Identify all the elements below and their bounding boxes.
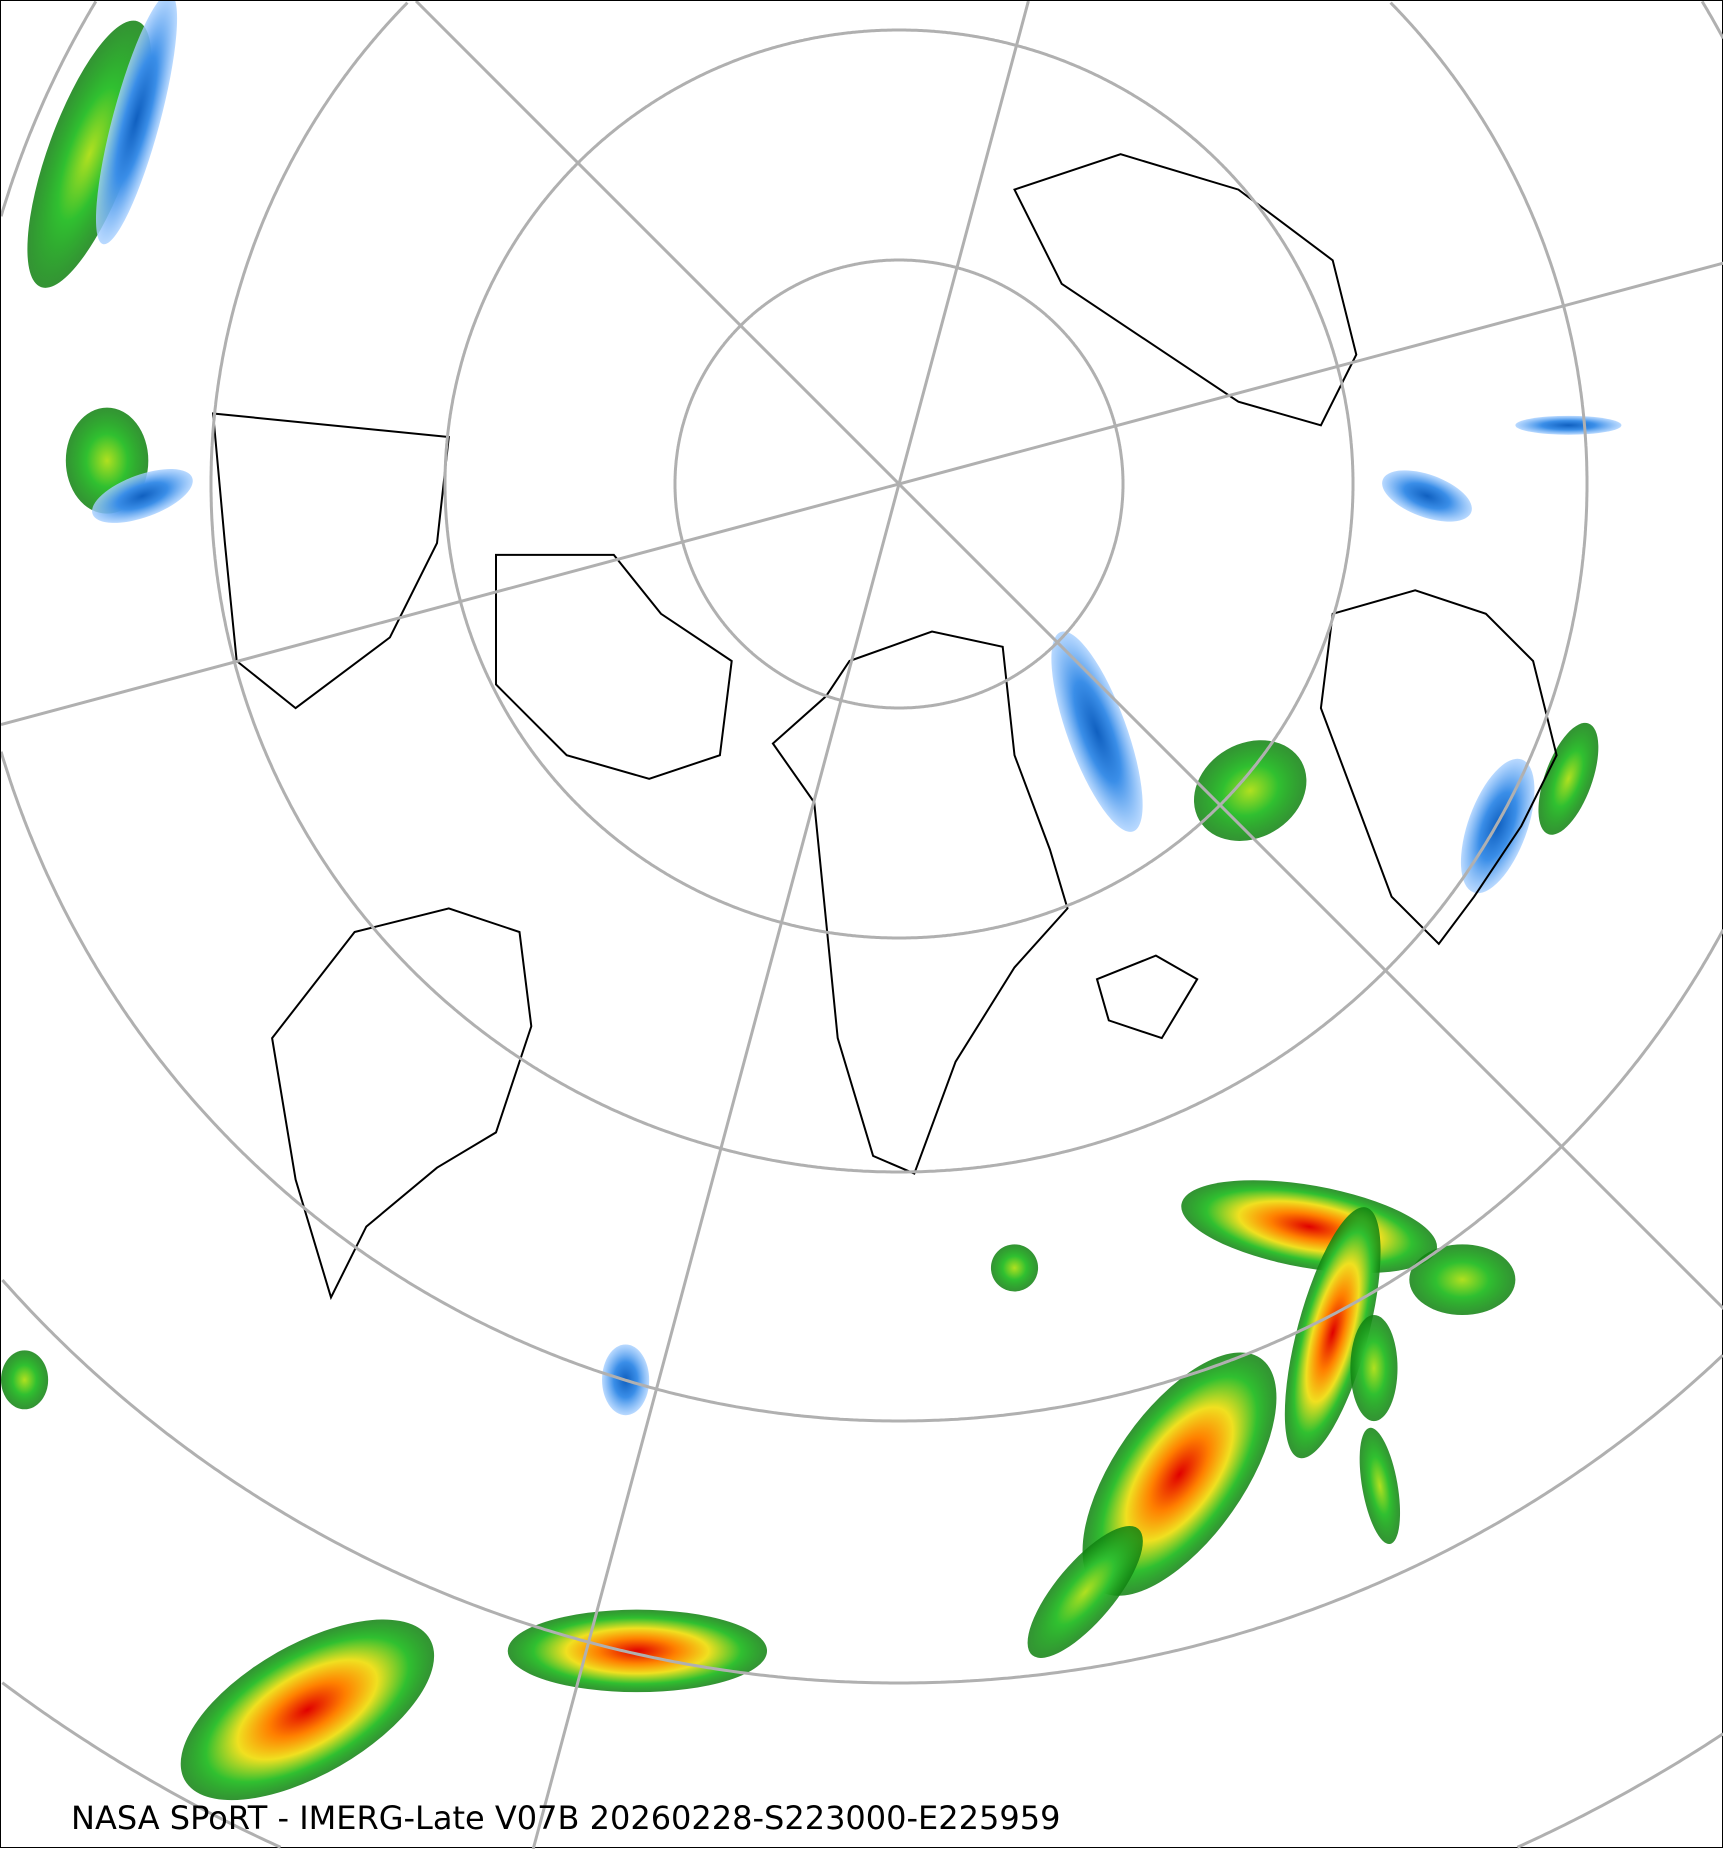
coastline bbox=[211, 412, 450, 710]
latitude-circle bbox=[673, 258, 1125, 710]
precipitation-area bbox=[1051, 631, 1143, 832]
precipitation-area bbox=[1284, 1207, 1381, 1459]
meridian-line bbox=[414, 1, 1723, 1311]
precipitation-area bbox=[1350, 1315, 1398, 1422]
latitude-circle bbox=[1, 1, 1723, 1423]
precipitation-area bbox=[95, 1, 178, 245]
map-caption: NASA SPoRT - IMERG-Late V07B 20260228-S2… bbox=[71, 1799, 1061, 1837]
coastline-layer bbox=[211, 153, 1558, 1301]
precipitation-area bbox=[1515, 415, 1622, 435]
coastline bbox=[1095, 954, 1199, 1040]
coastline bbox=[1013, 153, 1358, 427]
coastline bbox=[1319, 589, 1558, 946]
precipitation-area bbox=[1027, 1526, 1143, 1658]
precipitation-area bbox=[1193, 740, 1307, 841]
precipitation-area bbox=[180, 1619, 435, 1801]
precipitation-area bbox=[990, 1244, 1039, 1292]
precipitation-area bbox=[1409, 1244, 1516, 1316]
precipitation-area bbox=[92, 469, 193, 523]
precipitation-area bbox=[1359, 1427, 1401, 1545]
coastline bbox=[495, 553, 733, 780]
meridian-line bbox=[531, 1, 1030, 1849]
precipitation-area bbox=[1181, 1180, 1438, 1274]
latitude-circle bbox=[1, 1279, 1723, 1685]
latitude-circle bbox=[443, 28, 1355, 940]
coastline bbox=[771, 630, 1069, 1175]
precipitation-area bbox=[1, 1350, 49, 1410]
precipitation-area bbox=[507, 1609, 768, 1693]
latitude-circle bbox=[1, 1681, 1723, 1849]
precipitation-area bbox=[27, 20, 152, 288]
coastline bbox=[271, 907, 533, 1301]
precipitation-layer bbox=[1, 1, 1622, 1801]
latitude-circle bbox=[209, 1, 1589, 1174]
precipitation-area bbox=[1538, 722, 1599, 835]
meridian-line bbox=[1, 261, 1723, 727]
precipitation-area bbox=[1382, 470, 1472, 522]
